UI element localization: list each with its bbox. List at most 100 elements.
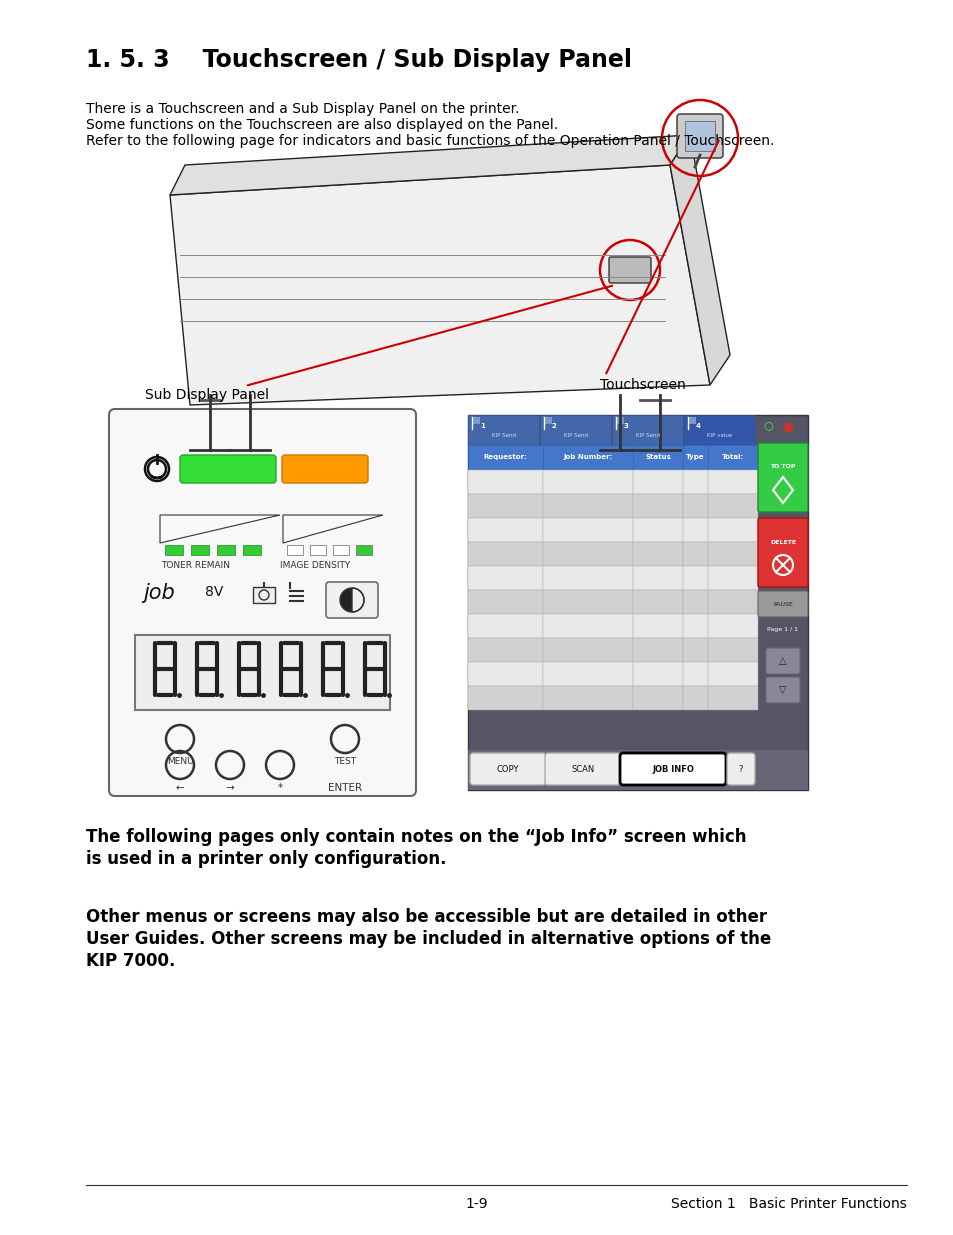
Bar bbox=[468, 750, 807, 790]
Bar bbox=[243, 545, 261, 555]
Text: KIP Send: KIP Send bbox=[636, 433, 659, 438]
FancyBboxPatch shape bbox=[758, 517, 807, 587]
Bar bbox=[682, 638, 707, 662]
Bar bbox=[683, 415, 754, 445]
Text: The following pages only contain notes on the “Job Info” screen which: The following pages only contain notes o… bbox=[86, 827, 745, 846]
Text: Other menus or screens may also be accessible but are detailed in other: Other menus or screens may also be acces… bbox=[86, 908, 766, 926]
Text: Some functions on the Touchscreen are also displayed on the Panel.: Some functions on the Touchscreen are al… bbox=[86, 119, 558, 132]
FancyBboxPatch shape bbox=[608, 257, 650, 283]
Text: ○: ○ bbox=[762, 420, 772, 430]
Bar bbox=[468, 614, 542, 638]
Text: User Guides. Other screens may be included in alternative options of the: User Guides. Other screens may be includ… bbox=[86, 930, 770, 948]
Text: PAUSE: PAUSE bbox=[772, 601, 792, 606]
Bar bbox=[633, 662, 682, 685]
Bar bbox=[682, 517, 707, 542]
Text: 1-9: 1-9 bbox=[465, 1197, 488, 1212]
Bar bbox=[542, 614, 633, 638]
Bar bbox=[542, 590, 633, 614]
Bar bbox=[472, 417, 479, 424]
Text: ▽: ▽ bbox=[779, 685, 786, 695]
Bar bbox=[684, 121, 714, 151]
FancyBboxPatch shape bbox=[544, 753, 620, 785]
Bar bbox=[707, 590, 758, 614]
Text: *: * bbox=[277, 783, 282, 793]
Bar bbox=[542, 662, 633, 685]
Bar bbox=[633, 445, 682, 471]
Wedge shape bbox=[352, 588, 364, 613]
Bar bbox=[682, 614, 707, 638]
Bar bbox=[468, 415, 538, 445]
Bar bbox=[468, 542, 542, 566]
Bar bbox=[542, 566, 633, 590]
Text: KIP Send: KIP Send bbox=[492, 433, 516, 438]
Text: DELETE: DELETE bbox=[769, 540, 795, 545]
Bar bbox=[633, 471, 682, 494]
Text: 1. 5. 3    Touchscreen / Sub Display Panel: 1. 5. 3 Touchscreen / Sub Display Panel bbox=[86, 48, 631, 72]
Text: Page 1 / 1: Page 1 / 1 bbox=[767, 627, 798, 632]
Bar bbox=[707, 662, 758, 685]
Bar bbox=[468, 415, 807, 790]
Bar bbox=[542, 638, 633, 662]
Polygon shape bbox=[170, 135, 689, 195]
Text: IMAGE DENSITY: IMAGE DENSITY bbox=[280, 561, 350, 571]
Bar bbox=[468, 685, 542, 710]
Text: Total:: Total: bbox=[721, 454, 743, 459]
Wedge shape bbox=[339, 588, 352, 613]
Bar bbox=[468, 590, 542, 614]
Bar bbox=[333, 545, 349, 555]
Bar bbox=[539, 415, 610, 445]
Text: KIP value: KIP value bbox=[706, 433, 732, 438]
Bar bbox=[287, 545, 303, 555]
Bar bbox=[468, 494, 542, 517]
Bar bbox=[355, 545, 372, 555]
Bar bbox=[682, 662, 707, 685]
Text: KIP 7000.: KIP 7000. bbox=[86, 952, 175, 969]
Text: 4: 4 bbox=[696, 424, 700, 429]
Bar bbox=[216, 545, 234, 555]
Bar bbox=[707, 638, 758, 662]
Bar bbox=[468, 566, 542, 590]
Bar bbox=[687, 417, 696, 424]
Text: Touchscreen: Touchscreen bbox=[599, 378, 685, 391]
Bar bbox=[191, 545, 209, 555]
Text: job: job bbox=[143, 583, 174, 603]
Bar bbox=[633, 517, 682, 542]
Bar bbox=[612, 415, 682, 445]
Text: is used in a printer only configuration.: is used in a printer only configuration. bbox=[86, 850, 446, 868]
Bar bbox=[682, 566, 707, 590]
Text: Type: Type bbox=[685, 454, 703, 459]
Text: KIP Send: KIP Send bbox=[563, 433, 587, 438]
Polygon shape bbox=[669, 135, 729, 385]
Bar bbox=[542, 685, 633, 710]
FancyBboxPatch shape bbox=[758, 592, 807, 618]
Bar bbox=[542, 471, 633, 494]
Bar bbox=[542, 517, 633, 542]
Bar bbox=[616, 417, 623, 424]
Bar bbox=[468, 638, 542, 662]
Bar bbox=[542, 542, 633, 566]
Bar bbox=[707, 517, 758, 542]
Bar bbox=[707, 445, 758, 471]
Text: SCAN: SCAN bbox=[571, 764, 594, 773]
Bar bbox=[633, 638, 682, 662]
Text: TO TOP: TO TOP bbox=[769, 464, 795, 469]
Bar bbox=[682, 542, 707, 566]
Bar bbox=[633, 590, 682, 614]
Bar bbox=[468, 445, 542, 471]
Bar bbox=[682, 494, 707, 517]
Bar bbox=[165, 545, 183, 555]
Bar bbox=[543, 417, 552, 424]
Bar bbox=[707, 494, 758, 517]
Polygon shape bbox=[170, 165, 709, 405]
Bar bbox=[468, 662, 542, 685]
Text: Sub Display Panel: Sub Display Panel bbox=[145, 388, 269, 403]
Text: 1: 1 bbox=[479, 424, 484, 429]
Text: MENU: MENU bbox=[167, 757, 193, 766]
Bar bbox=[707, 542, 758, 566]
Bar bbox=[135, 635, 390, 710]
Text: Status: Status bbox=[644, 454, 670, 459]
Text: JOB INFO: JOB INFO bbox=[652, 764, 693, 773]
FancyBboxPatch shape bbox=[765, 677, 800, 703]
FancyBboxPatch shape bbox=[765, 648, 800, 674]
FancyBboxPatch shape bbox=[180, 454, 275, 483]
